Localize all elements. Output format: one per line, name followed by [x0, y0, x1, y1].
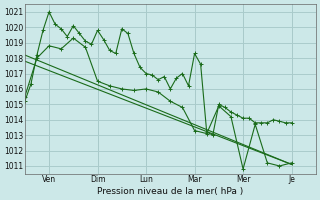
X-axis label: Pression niveau de la mer( hPa ): Pression niveau de la mer( hPa ): [97, 187, 244, 196]
